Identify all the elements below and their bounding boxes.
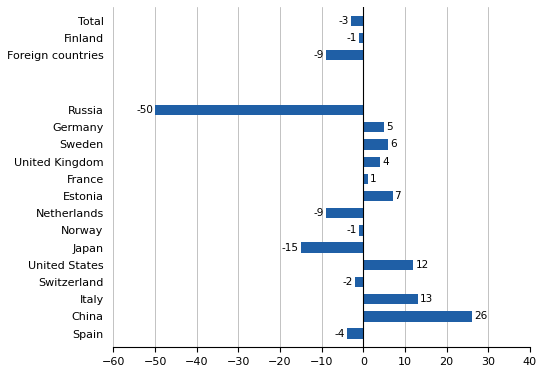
Text: -2: -2 [343,277,353,287]
Bar [347,328,363,339]
Text: -15: -15 [282,243,299,252]
Text: -4: -4 [334,329,344,338]
Bar [359,33,363,43]
Text: -50: -50 [136,105,153,115]
Bar [363,311,472,322]
Text: 13: 13 [419,294,433,304]
Bar [363,260,413,270]
Text: 12: 12 [416,260,429,270]
Bar [301,242,363,253]
Bar [351,16,363,26]
Text: -9: -9 [313,50,324,60]
Bar [326,208,363,218]
Bar [155,105,363,115]
Bar [363,122,384,132]
Text: -3: -3 [338,16,349,26]
Bar [326,50,363,60]
Bar [363,140,388,150]
Bar [363,294,417,304]
Text: 6: 6 [391,140,397,150]
Text: 5: 5 [386,122,393,132]
Text: -9: -9 [313,208,324,218]
Bar [363,156,380,167]
Bar [363,174,368,184]
Text: 26: 26 [474,312,487,321]
Text: -1: -1 [347,33,357,43]
Text: -1: -1 [347,226,357,235]
Text: 7: 7 [394,191,401,201]
Bar [359,225,363,236]
Bar [355,277,363,287]
Text: 1: 1 [369,174,376,184]
Bar [363,191,393,201]
Text: 4: 4 [382,157,389,167]
